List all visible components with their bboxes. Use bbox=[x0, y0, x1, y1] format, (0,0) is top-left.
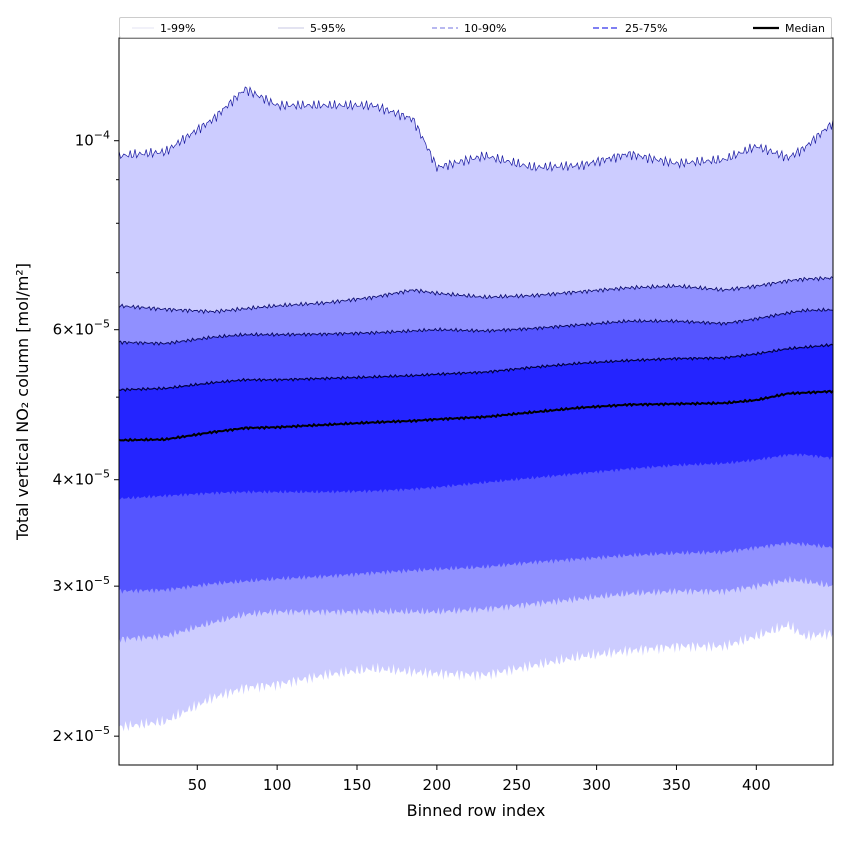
band-p25-p75 bbox=[119, 344, 833, 501]
legend-label-5-95: 5-95% bbox=[310, 21, 346, 35]
series-line-p95 bbox=[118, 275, 834, 315]
x-tick-label: 200 bbox=[423, 776, 452, 794]
legend: 1-99% 5-95% 10-90% 25-75% Median bbox=[119, 17, 832, 38]
legend-label-25-75: 25-75% bbox=[625, 21, 668, 35]
legend-swatch-1-99 bbox=[132, 27, 154, 29]
legend-swatch-5-95 bbox=[278, 27, 304, 29]
legend-item-1-99: 1-99% bbox=[132, 18, 195, 38]
legend-swatch-10-90 bbox=[432, 27, 458, 29]
legend-item-median: Median bbox=[753, 18, 825, 38]
x-tick-label: 150 bbox=[343, 776, 372, 794]
y-tick-label: 2×10−5 bbox=[53, 724, 110, 745]
legend-item-10-90: 10-90% bbox=[432, 18, 506, 38]
legend-swatch-median bbox=[753, 26, 779, 30]
chart-bands bbox=[119, 87, 833, 732]
series-line-p99 bbox=[118, 86, 834, 173]
chart-series-lines bbox=[118, 86, 834, 442]
x-axis-label: Binned row index bbox=[407, 801, 546, 820]
y-tick-label: 6×10−5 bbox=[53, 318, 110, 339]
x-tick-label: 100 bbox=[263, 776, 292, 794]
x-tick-label: 300 bbox=[582, 776, 611, 794]
series-line-p75 bbox=[118, 343, 834, 392]
y-tick-label: 4×10−5 bbox=[53, 468, 110, 489]
x-tick-label: 50 bbox=[188, 776, 207, 794]
series-line-median bbox=[118, 389, 834, 442]
x-axis-ticks: 50 100 150 200 250 300 350 400 bbox=[188, 765, 771, 794]
x-tick-label: 250 bbox=[502, 776, 531, 794]
plot-frame bbox=[118, 37, 834, 766]
y-tick-label: 3×10−5 bbox=[53, 574, 110, 595]
legend-swatch-25-75 bbox=[593, 27, 619, 29]
legend-item-5-95: 5-95% bbox=[278, 18, 345, 38]
y-axis-label: Total vertical NO₂ column [mol/m²] bbox=[13, 263, 32, 541]
x-tick-label: 350 bbox=[662, 776, 691, 794]
series-line-p90 bbox=[118, 307, 834, 346]
y-tick-label: 10−4 bbox=[75, 129, 110, 150]
legend-label-median: Median bbox=[785, 21, 826, 35]
legend-label-10-90: 10-90% bbox=[464, 21, 507, 35]
legend-label-1-99: 1-99% bbox=[160, 21, 196, 35]
x-tick-label: 400 bbox=[742, 776, 771, 794]
y-axis-ticks: 2×10−5 3×10−5 4×10−5 6×10−5 10−4 bbox=[53, 129, 119, 745]
legend-item-25-75: 25-75% bbox=[593, 18, 667, 38]
